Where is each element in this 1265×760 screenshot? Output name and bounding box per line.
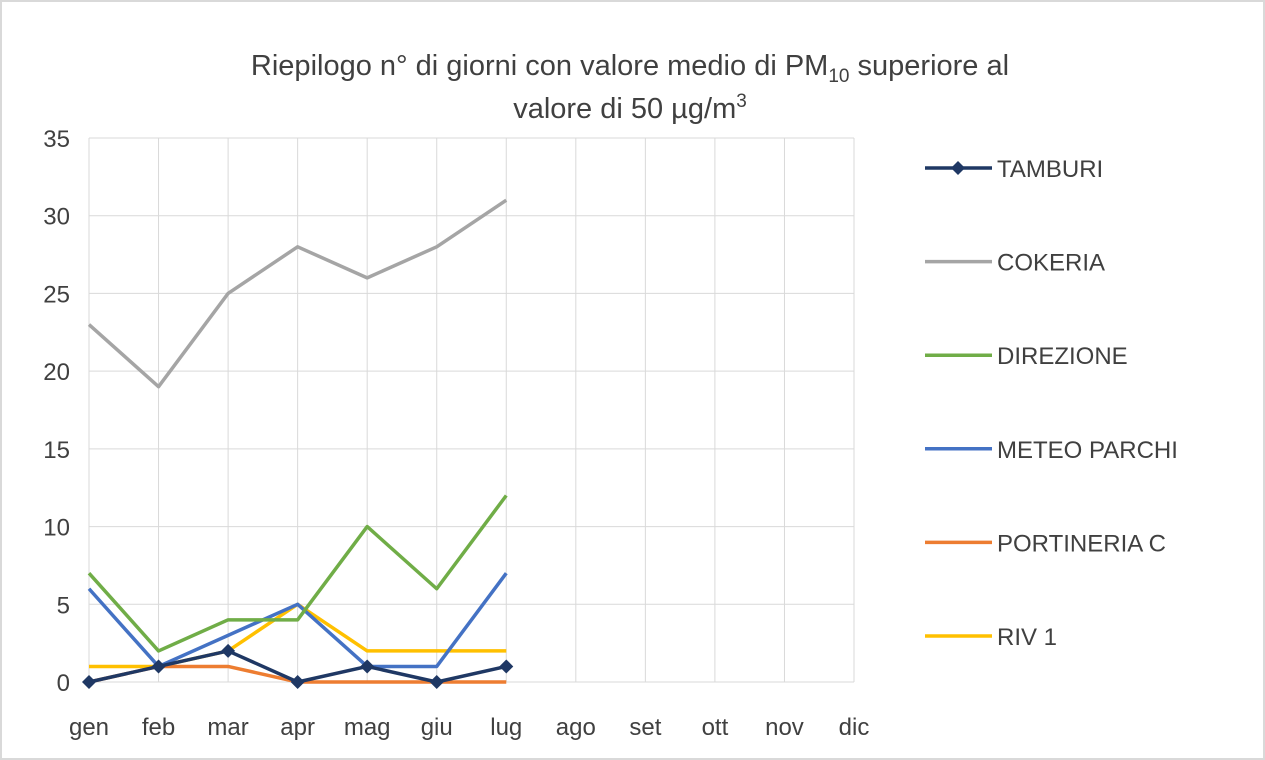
y-tick-label: 30 <box>43 204 70 231</box>
series-marker <box>221 643 236 658</box>
x-tick-label: set <box>629 714 661 741</box>
legend-label: METEO PARCHI <box>997 437 1178 464</box>
legend-label: TAMBURI <box>997 156 1103 183</box>
legend-label: COKERIA <box>997 250 1105 277</box>
title-text: Riepilogo n° di giorni con valore medio … <box>251 50 828 82</box>
y-tick-label: 0 <box>57 670 70 697</box>
legend-label: PORTINERIA C <box>997 530 1166 557</box>
y-tick-label: 15 <box>43 437 70 464</box>
legend-label: DIREZIONE <box>997 343 1128 370</box>
y-tick-label: 20 <box>43 359 70 386</box>
title-subscript: 10 <box>828 66 849 87</box>
y-tick-label: 10 <box>43 515 70 542</box>
y-tick-label: 25 <box>43 281 70 308</box>
series-marker <box>151 659 166 674</box>
series-marker <box>360 659 375 674</box>
x-tick-label: ago <box>556 714 596 741</box>
x-tick-label: giu <box>421 714 453 741</box>
x-tick-label: ott <box>702 714 729 741</box>
y-tick-label: 5 <box>57 592 70 619</box>
series-line <box>87 494 508 653</box>
title-superscript: 3 <box>736 91 747 112</box>
x-tick-label: nov <box>765 714 804 741</box>
x-tick-label: dic <box>839 714 870 741</box>
x-tick-label: apr <box>280 714 315 741</box>
chart-title: Riepilogo n° di giorni con valore medio … <box>251 50 1009 87</box>
legend-marker <box>951 161 965 175</box>
series-line <box>87 198 508 389</box>
series-marker <box>290 675 305 689</box>
x-tick-label: lug <box>490 714 522 741</box>
series-marker <box>82 675 96 689</box>
x-tick-label: gen <box>69 714 109 741</box>
title-text: superiore al <box>849 50 1009 82</box>
x-tick-label: feb <box>142 714 175 741</box>
legend-label: RIV 1 <box>997 624 1057 651</box>
title-text: valore di 50 µg/m <box>513 93 736 125</box>
x-tick-label: mag <box>344 714 391 741</box>
y-tick-label: 35 <box>43 126 70 153</box>
series-marker <box>429 675 444 689</box>
x-tick-label: mar <box>207 714 248 741</box>
chart-title: valore di 50 µg/m3 <box>513 91 747 125</box>
series-marker <box>499 659 514 674</box>
